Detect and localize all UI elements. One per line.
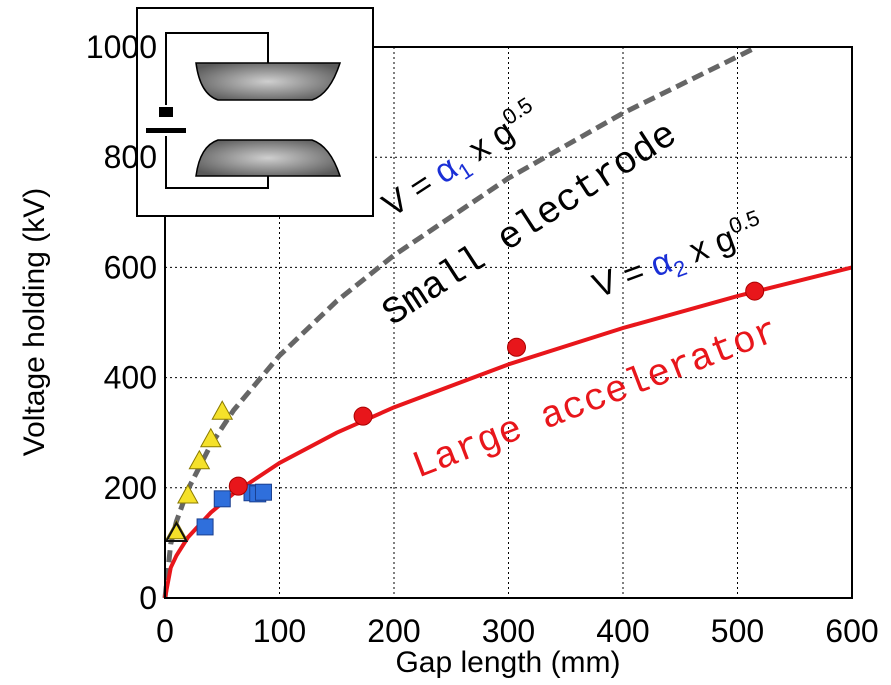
y-axis-label: Voltage holding (kV) (18, 188, 51, 457)
point (211, 400, 234, 420)
point (228, 476, 248, 496)
plot-frame (164, 46, 853, 599)
point (165, 519, 188, 540)
x-tick-label: 100 (253, 613, 306, 649)
small-electrode-label: Small electrode (375, 114, 685, 336)
point (745, 281, 765, 301)
point (507, 337, 527, 357)
x-tick-label: 400 (596, 613, 649, 649)
y-tick-label: 1000 (86, 29, 157, 65)
point (254, 483, 272, 501)
point (196, 518, 214, 536)
x-tick-label: 0 (156, 613, 174, 649)
marks (162, 44, 853, 599)
fit-curve (163, 265, 853, 599)
point (188, 449, 211, 470)
y-tick-label: 0 (139, 580, 157, 616)
point (213, 490, 231, 508)
x-tick-label: 200 (367, 613, 420, 649)
point (164, 520, 189, 542)
y-tick-label: 200 (104, 470, 157, 506)
x-tick-label: 500 (711, 613, 764, 649)
point (353, 406, 373, 426)
y-tick-label: 400 (104, 360, 157, 396)
point (199, 427, 222, 448)
x-axis-label: Gap length (mm) (395, 646, 620, 679)
y-tick-label: 600 (104, 249, 157, 285)
x-tick-label: 300 (482, 613, 535, 649)
x-tick-label: 600 (825, 613, 878, 649)
point (177, 483, 199, 504)
inset-diagram (136, 7, 374, 217)
formula-2: V = α2 x g0.5 (586, 205, 770, 310)
y-tick-label: 800 (104, 139, 157, 175)
